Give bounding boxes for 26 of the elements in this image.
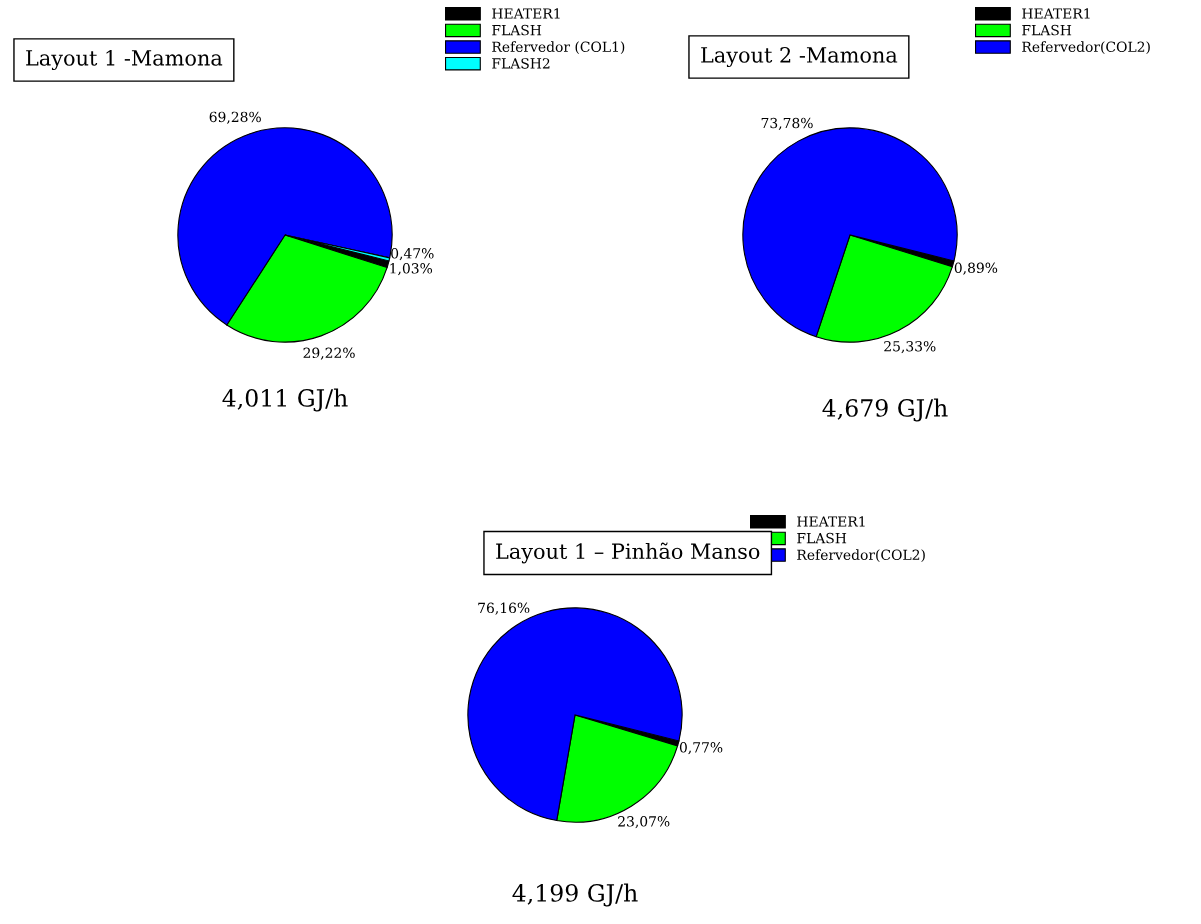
data-label: 1,03% [390,263,433,276]
legend-label: Refervedor(COL2) [797,549,925,562]
text: Layout 2 -Mamona [701,46,898,68]
data-label: 23,07% [618,816,670,829]
legend-label: HEATER1 [1022,8,1090,19]
data-label: 73,78% [761,117,813,130]
legend-label: HEATER1 [797,516,865,527]
legend-label: Refervedor(COL2) [1022,41,1150,54]
legend-label: FLASH2 [492,58,550,69]
text: 4,679 GJ/h [822,398,948,422]
legend-label: HEATER1 [492,8,560,19]
legend-label: FLASH [1022,24,1072,36]
data-label: 29,22% [303,347,355,360]
data-label: 0,47% [391,248,434,261]
text: Layout 1 – Pinhão Manso [496,542,760,564]
text: Layout 1 -Mamona [26,49,223,71]
legend-label: FLASH [492,24,542,36]
legend-label: Refervedor (COL1) [492,41,625,54]
data-label: 0,89% [954,262,998,275]
data-label: 0,77% [679,742,723,755]
text: 4,011 GJ/h [222,388,348,412]
text: 4,199 GJ/h [512,883,638,907]
data-label: 69,28% [209,111,261,124]
legend-label: FLASH [797,532,847,544]
data-label: 76,16% [478,602,530,615]
data-label: 25,33% [884,340,936,354]
